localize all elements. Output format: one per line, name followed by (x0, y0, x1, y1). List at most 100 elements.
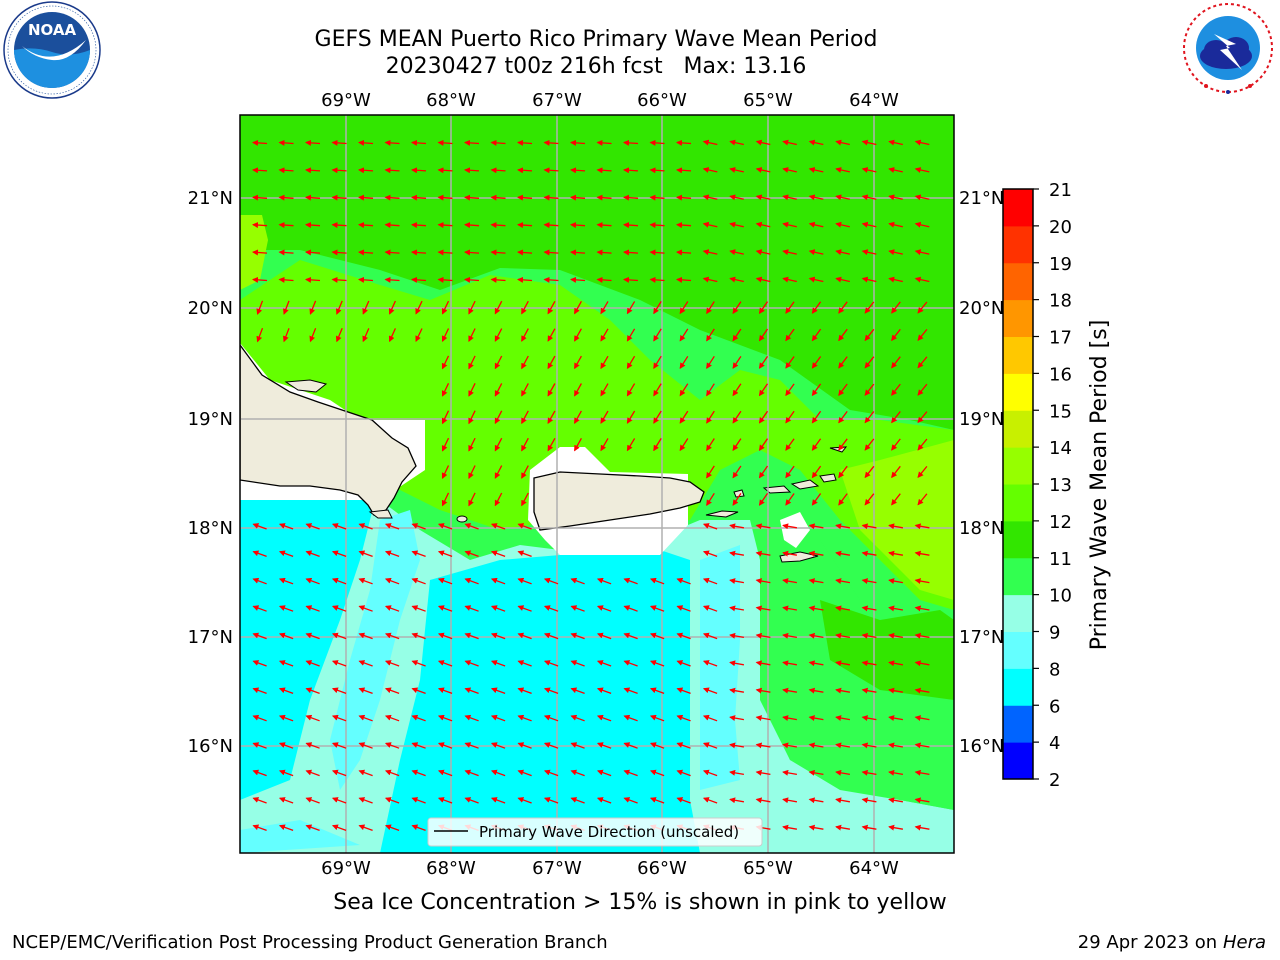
noaa-logo-text: NOAA (28, 21, 77, 39)
wave-arrow (706, 355, 715, 369)
wave-arrow (702, 249, 718, 256)
colorbar-tick-label: 13 (1049, 475, 1072, 496)
wave-arrow (384, 276, 400, 283)
wave-arrow (384, 605, 400, 612)
wave-arrow (864, 438, 875, 451)
wave-arrow (411, 660, 426, 667)
wave-arrow (468, 492, 476, 507)
wave-arrow (676, 605, 691, 612)
wave-arrow (626, 410, 636, 424)
wave-arrow (864, 356, 875, 369)
wave-arrow (384, 194, 400, 201)
wave-arrow (441, 437, 450, 452)
wave-arrow (468, 355, 476, 370)
wave-arrow (808, 605, 824, 612)
wave-arrow (729, 550, 745, 557)
wave-arrow (278, 167, 294, 174)
wave-arrow (252, 222, 268, 229)
wave-arrow (441, 410, 450, 425)
wave-arrow (835, 660, 851, 667)
wave-arrow (808, 139, 824, 146)
wave-arrow (570, 660, 585, 667)
wave-arrow (888, 221, 903, 228)
wave-arrow (782, 797, 798, 804)
lat-label-right: 21°N (959, 188, 1004, 209)
wave-arrow (755, 715, 771, 722)
wave-arrow (623, 687, 638, 695)
wave-arrow (600, 355, 609, 370)
wave-arrow (755, 742, 771, 749)
wave-arrow (888, 605, 904, 612)
wave-arrow (411, 632, 426, 640)
wave-arrow (653, 328, 662, 342)
wave-arrow (729, 797, 745, 804)
wave-arrow (835, 221, 850, 228)
wave-arrow (888, 194, 903, 201)
wave-arrow (596, 139, 612, 146)
wave-arrow (358, 714, 373, 722)
wave-arrow (490, 194, 506, 201)
wave-arrow (785, 493, 795, 506)
colorbar-tick-label: 12 (1049, 512, 1072, 533)
wave-arrow (917, 328, 928, 341)
wave-arrow (252, 139, 268, 146)
wave-arrow (888, 523, 904, 530)
colorbar-tick-label: 4 (1049, 733, 1060, 754)
wave-arrow (358, 550, 373, 558)
wave-arrow (888, 578, 904, 585)
wave-arrow (464, 577, 479, 585)
wave-arrow (278, 769, 294, 777)
wave-arrow (384, 577, 400, 585)
wave-arrow (411, 550, 426, 558)
wave-arrow (732, 493, 742, 506)
wave-arrow (384, 687, 400, 695)
wave-arrow (252, 797, 267, 804)
wave-arrow (358, 523, 373, 530)
wave-arrow (729, 167, 744, 173)
wave-arrow (464, 276, 480, 283)
wave-arrow (384, 550, 400, 558)
wave-arrow (758, 410, 769, 424)
wave-arrow (861, 632, 877, 639)
wave-arrow (623, 797, 638, 804)
colorbar-bin (1003, 262, 1033, 301)
wave-arrow (464, 139, 480, 146)
wave-arrow (649, 577, 665, 585)
wave-arrow (861, 221, 877, 228)
wave-arrow (623, 276, 639, 283)
wave-arrow (811, 410, 822, 424)
wave-arrow (888, 715, 904, 722)
colorbar-bin (1003, 520, 1033, 559)
wave-arrow (623, 632, 638, 640)
wave-arrow (331, 797, 347, 804)
wave-arrow (331, 167, 347, 174)
colorbar-label: Primary Wave Mean Period [s] (1087, 320, 1112, 651)
wave-arrow (570, 577, 585, 585)
wave-arrow (702, 194, 718, 201)
wave-arrow (785, 356, 795, 369)
wave-arrow (676, 660, 691, 667)
lat-label-left: 16°N (188, 736, 233, 757)
wave-arrow (358, 769, 373, 777)
wave-arrow (335, 328, 343, 343)
wave-arrow (358, 742, 373, 749)
wave-arrow (494, 465, 503, 479)
wave-arrow (679, 328, 689, 342)
wave-arrow (782, 824, 798, 831)
wave-arrow (570, 139, 586, 146)
wave-arrow (676, 249, 692, 256)
wave-arrow (891, 465, 901, 479)
wave-arrow (278, 523, 294, 530)
wave-arrow (782, 221, 797, 228)
wave-arrow (861, 139, 877, 146)
wave-arrow (437, 276, 453, 283)
wave-arrow (543, 687, 559, 695)
wave-arrow (835, 824, 851, 831)
wave-arrow (278, 249, 294, 256)
wave-arrow (835, 167, 850, 173)
wave-arrow (861, 715, 877, 722)
wave-direction-arrows (252, 139, 930, 832)
wave-arrow (517, 797, 532, 804)
wave-arrow (914, 715, 930, 722)
colorbar-tick-label: 9 (1049, 623, 1060, 644)
